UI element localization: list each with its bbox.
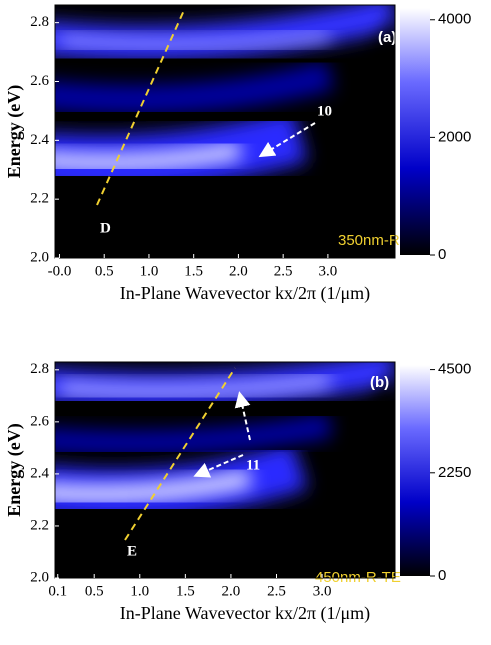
x-tick-label: 1.5 (184, 263, 203, 279)
x-tick-label: 2.0 (222, 583, 241, 599)
plot-frame (54, 361, 396, 579)
y-axis-label: Energy (eV) (4, 423, 25, 516)
colorbar-tick-label: 4500 (438, 361, 471, 378)
colorbar-tick-label: 0 (438, 246, 446, 263)
x-tick-label: 3.0 (319, 263, 338, 279)
annotation: 450nm-R-TE (315, 569, 401, 586)
colorbar-tick-label: 2000 (438, 128, 471, 145)
y-axis-label: Energy (eV) (4, 85, 25, 178)
x-tick-label: 1.0 (140, 263, 159, 279)
y-tick-label: 2.8 (30, 14, 49, 30)
dashed-line (124, 367, 236, 541)
x-tick-label: 3.0 (313, 583, 332, 599)
annotation: D (100, 220, 111, 236)
colorbar-tick-label: 0 (438, 567, 446, 584)
x-tick-label: 2.5 (274, 263, 293, 279)
heatmap-image (55, 362, 395, 578)
arrow (193, 454, 244, 478)
panel-label: (b) (370, 374, 389, 391)
colorbar (400, 365, 430, 576)
x-tick-label: 0.5 (85, 583, 104, 599)
panel-label: (a) (378, 29, 396, 46)
y-tick-label: 2.0 (30, 249, 49, 265)
y-tick-label: 2.4 (30, 465, 49, 481)
x-tick-label: 2.0 (229, 263, 248, 279)
x-axis-label: In-Plane Wavevector kx/2π (1/μm) (120, 603, 370, 624)
plot-frame (54, 4, 396, 259)
y-tick-label: 2.6 (30, 413, 49, 429)
annotation: 11 (246, 457, 260, 473)
colorbar-tick-label: 4000 (438, 11, 471, 28)
x-axis-label: In-Plane Wavevector kx/2π (1/μm) (120, 283, 370, 304)
x-tick-label: -0.0 (48, 263, 72, 279)
colorbar-tick-label: 2250 (438, 464, 471, 481)
x-tick-label: 2.5 (267, 583, 286, 599)
y-tick-label: 2.2 (30, 191, 49, 207)
x-tick-label: 0.1 (48, 583, 67, 599)
colorbar (400, 8, 430, 255)
y-tick-label: 2.6 (30, 73, 49, 89)
y-tick-label: 2.2 (30, 517, 49, 533)
x-tick-label: 1.5 (176, 583, 195, 599)
arrow (258, 122, 316, 158)
x-tick-label: 1.0 (130, 583, 149, 599)
x-tick-label: 0.5 (95, 263, 114, 279)
y-tick-label: 2.4 (30, 132, 49, 148)
annotation: E (127, 543, 137, 559)
y-tick-label: 2.8 (30, 361, 49, 377)
annotation: 10 (317, 103, 332, 119)
heatmap-image (55, 5, 395, 258)
y-tick-label: 2.0 (30, 569, 49, 585)
